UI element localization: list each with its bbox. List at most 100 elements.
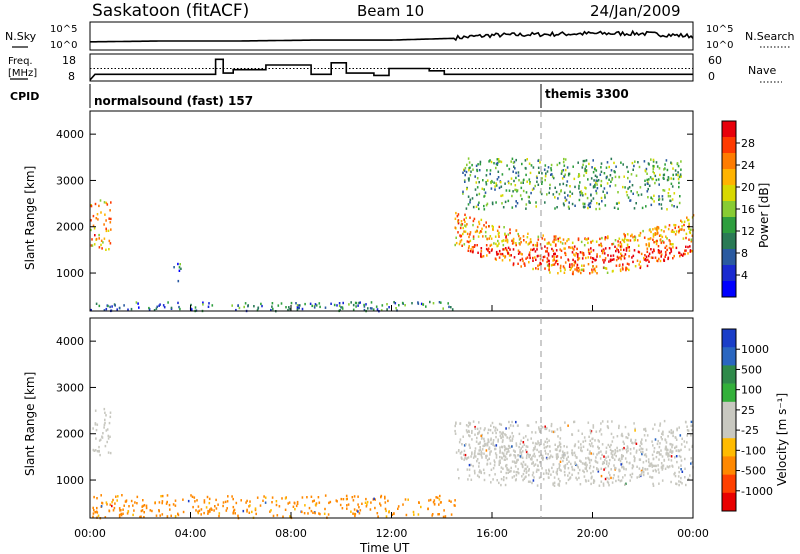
heatmap-cell bbox=[593, 479, 595, 482]
heatmap-cell bbox=[668, 224, 671, 227]
heatmap-cell bbox=[617, 240, 619, 243]
heatmap-cell bbox=[282, 515, 284, 518]
heatmap-cell bbox=[509, 228, 511, 231]
heatmap-cell bbox=[489, 169, 492, 172]
heatmap-cell bbox=[690, 462, 692, 465]
heatmap-cell bbox=[504, 449, 506, 452]
heatmap-cell bbox=[563, 157, 565, 161]
heatmap-cell bbox=[457, 213, 460, 216]
heatmap-cell bbox=[607, 254, 609, 257]
heatmap-cell bbox=[110, 217, 112, 221]
heatmap-cell bbox=[517, 454, 520, 457]
heatmap-cell bbox=[686, 429, 689, 432]
heatmap-cell bbox=[215, 498, 217, 502]
heatmap-cell bbox=[621, 432, 623, 436]
heatmap-cell bbox=[450, 513, 453, 516]
heatmap-cell bbox=[577, 270, 580, 273]
heatmap-cell bbox=[592, 452, 595, 456]
heatmap-cell bbox=[496, 244, 498, 248]
heatmap-cell bbox=[436, 496, 439, 499]
heatmap-cell bbox=[595, 456, 597, 459]
heatmap-cell bbox=[102, 241, 104, 244]
heatmap-cell bbox=[232, 512, 234, 515]
heatmap-cell bbox=[567, 258, 569, 261]
heatmap-cell bbox=[596, 187, 599, 190]
heatmap-cell bbox=[624, 235, 626, 238]
heatmap-cell bbox=[680, 443, 683, 446]
heatmap-cell bbox=[657, 245, 660, 248]
heatmap-cell bbox=[488, 225, 490, 228]
heatmap-cell bbox=[217, 503, 219, 506]
heatmap-cell bbox=[94, 422, 97, 425]
heatmap-cell bbox=[562, 459, 564, 463]
heatmap-cell bbox=[648, 184, 651, 187]
heatmap-cell bbox=[505, 434, 507, 437]
heatmap-cell bbox=[508, 437, 511, 440]
heatmap-cell bbox=[482, 444, 484, 448]
heatmap-cell bbox=[346, 507, 348, 510]
heatmap-cell bbox=[548, 456, 551, 460]
heatmap-cell bbox=[166, 515, 169, 518]
heatmap-cell bbox=[686, 434, 688, 437]
heatmap-cell bbox=[556, 453, 559, 456]
heatmap-cell bbox=[364, 501, 367, 504]
heatmap-cell bbox=[560, 249, 563, 252]
heatmap-cell bbox=[609, 445, 611, 448]
heatmap-cell bbox=[454, 499, 456, 502]
heatmap-cell bbox=[353, 495, 356, 498]
heatmap-cell bbox=[605, 176, 608, 179]
heatmap-cell bbox=[462, 232, 464, 236]
heatmap-cell bbox=[137, 302, 139, 305]
heatmap-cell bbox=[458, 477, 460, 480]
heatmap-cell bbox=[532, 461, 534, 464]
heatmap-cell bbox=[553, 484, 556, 487]
heatmap-cell bbox=[583, 436, 586, 439]
heatmap-cell bbox=[604, 257, 607, 260]
heatmap-cell bbox=[107, 229, 110, 232]
heatmap-cell bbox=[559, 437, 562, 440]
heatmap-cell bbox=[476, 244, 478, 247]
heatmap-cell bbox=[538, 428, 540, 431]
heatmap-cell bbox=[577, 266, 580, 270]
heatmap-cell bbox=[585, 159, 588, 162]
heatmap-cell bbox=[660, 253, 663, 256]
heatmap-cell bbox=[507, 471, 509, 474]
heatmap-cell bbox=[463, 444, 466, 447]
heatmap-cell bbox=[478, 452, 480, 456]
heatmap-cell bbox=[569, 263, 571, 266]
heatmap-cell bbox=[398, 304, 400, 307]
heatmap-cell bbox=[568, 207, 570, 210]
heatmap-cell bbox=[536, 180, 538, 183]
heatmap-cell bbox=[651, 197, 654, 201]
heatmap-cell bbox=[295, 302, 297, 305]
heatmap-cell bbox=[667, 466, 670, 469]
heatmap-cell bbox=[666, 208, 668, 211]
heatmap-cell bbox=[584, 439, 587, 443]
heatmap-cell bbox=[483, 204, 485, 208]
heatmap-cell bbox=[386, 303, 388, 306]
heatmap-cell bbox=[665, 445, 667, 448]
heatmap-cell bbox=[420, 505, 422, 509]
heatmap-cell bbox=[469, 198, 472, 201]
heatmap-cell bbox=[470, 170, 472, 173]
heatmap-cell bbox=[97, 514, 100, 517]
heatmap-cell bbox=[636, 191, 638, 194]
heatmap-cell bbox=[483, 452, 485, 455]
heatmap-cell bbox=[619, 268, 622, 271]
heatmap-cell bbox=[604, 194, 606, 197]
heatmap-cell bbox=[657, 468, 660, 471]
heatmap-cell bbox=[132, 504, 134, 507]
heatmap-cell bbox=[590, 430, 593, 433]
heatmap-cell bbox=[582, 269, 585, 272]
heatmap-cell bbox=[466, 431, 469, 434]
heatmap-cell bbox=[155, 514, 158, 517]
heatmap-cell bbox=[590, 471, 592, 475]
heatmap-cell bbox=[342, 498, 345, 501]
nsearch-label: N.Search bbox=[745, 30, 795, 43]
heatmap-cell bbox=[528, 178, 531, 181]
colorbar-swatch bbox=[722, 233, 736, 250]
heatmap-cell bbox=[495, 435, 497, 439]
heatmap-cell bbox=[659, 238, 662, 241]
heatmap-cell bbox=[133, 509, 135, 512]
heatmap-cell bbox=[103, 423, 106, 427]
